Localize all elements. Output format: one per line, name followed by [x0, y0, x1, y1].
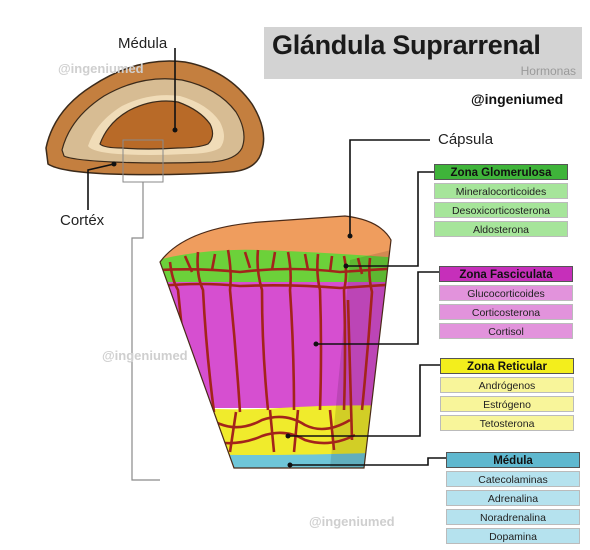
glomerulosa-leader-line [346, 171, 434, 267]
zone-glomerulosa-box: Zona Glomerulosa Mineralocorticoides Des… [434, 164, 568, 237]
capsula-leader-line [349, 139, 430, 236]
zone-title: Zona Fasciculata [439, 266, 573, 282]
zoom-connector-line [131, 182, 160, 481]
watermark: @ingeniumed [309, 514, 395, 529]
medulla-leader-line [290, 457, 446, 466]
hormone-item: Aldosterona [434, 221, 568, 237]
hormone-item: Cortisol [439, 323, 573, 339]
cortex-leader-line [87, 163, 115, 210]
fasciculata-leader-line [316, 271, 439, 345]
zone-reticular-box: Zona Reticular Andrógenos Estrógeno Teto… [440, 358, 574, 431]
hormone-item: Andrógenos [440, 377, 574, 393]
wedge-outline [159, 215, 392, 469]
hormone-item: Dopamina [446, 528, 580, 544]
zone-medulla-box: Médula Catecolaminas Adrenalina Noradren… [446, 452, 580, 544]
reticular-leader-line [288, 364, 440, 437]
hormone-item: Desoxicorticosterona [434, 202, 568, 218]
medula-label: Médula [118, 35, 168, 52]
blood-vessels [160, 249, 391, 453]
watermark: @ingeniumed [102, 348, 188, 363]
hormone-item: Glucocorticoides [439, 285, 573, 301]
hormone-item: Tetosterona [440, 415, 574, 431]
zone-title: Médula [446, 452, 580, 468]
whole-gland-figure [45, 60, 265, 183]
hormone-item: Corticosterona [439, 304, 573, 320]
hormone-item: Estrógeno [440, 396, 574, 412]
zone-title: Zona Glomerulosa [434, 164, 568, 180]
cortex-label: Cortéx [60, 212, 105, 229]
zone-title: Zona Reticular [440, 358, 574, 374]
cortex-wedge [160, 216, 391, 468]
hormone-item: Noradrenalina [446, 509, 580, 525]
author-handle: @ingeniumed [471, 91, 564, 107]
hormone-item: Adrenalina [446, 490, 580, 506]
zone-fasciculata-box: Zona Fasciculata Glucocorticoides Cortic… [439, 266, 573, 339]
hormone-item: Mineralocorticoides [434, 183, 568, 199]
gland-medulla-core [99, 100, 214, 150]
watermark: @ingeniumed [58, 61, 144, 76]
capsula-label: Cápsula [438, 131, 494, 148]
hormone-item: Catecolaminas [446, 471, 580, 487]
title-background [264, 27, 582, 79]
zone-leader-lines [288, 139, 446, 466]
fasciculata-layer [160, 282, 391, 408]
page-title: Glándula Suprarrenal [272, 30, 541, 60]
page-subtitle: Hormonas [520, 64, 576, 78]
